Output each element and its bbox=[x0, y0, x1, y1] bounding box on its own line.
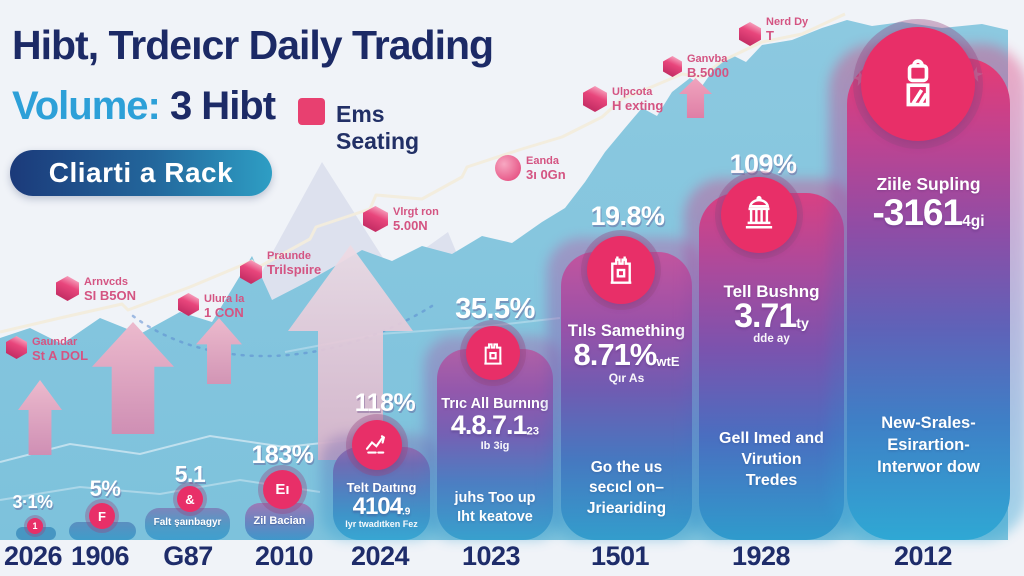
dot-icon: 1 bbox=[27, 518, 43, 534]
legend-label: Ems Seating bbox=[336, 101, 420, 154]
cube-icon bbox=[178, 293, 199, 316]
bar-label: Falt şaınbagyr bbox=[153, 517, 222, 528]
badge-label: Ulpcota bbox=[612, 86, 653, 98]
percent-label: 3·1% bbox=[12, 492, 53, 512]
bar-title: Tıls Samething bbox=[567, 322, 686, 340]
badge-gaundar: Gaundar St A DOL bbox=[6, 336, 88, 364]
bar-subtext: Qır As bbox=[608, 371, 645, 385]
percent-label: 35.5% bbox=[455, 293, 535, 325]
fort-icon bbox=[587, 236, 655, 304]
axis-label-2024: 2024 bbox=[350, 541, 410, 571]
bar-footer: Go the us secıcl on– Jrieariding bbox=[586, 459, 667, 517]
legend-swatch bbox=[298, 98, 325, 125]
cube-icon bbox=[6, 336, 27, 359]
badge-label: Vlrgt ron bbox=[393, 206, 439, 218]
bar-subtext: Ib 3ig bbox=[480, 440, 510, 452]
percent-label: 118% bbox=[354, 389, 416, 417]
badge-label: Nerd Dy bbox=[766, 16, 809, 28]
badge-nerd-dy: Nerd Dy T bbox=[739, 16, 808, 46]
bar-footer: juhs Too up Iht keatove bbox=[454, 490, 536, 526]
title-rest: 3 Hibt bbox=[159, 84, 276, 128]
badge-label: Gaundar bbox=[32, 336, 78, 348]
bar-title: Trıc All Burnıng bbox=[441, 396, 549, 412]
badge-vlrgt: Vlrgt ron 5.00N bbox=[363, 206, 439, 234]
squiggle-icon: Eı bbox=[263, 470, 302, 509]
scribble-icon bbox=[352, 420, 402, 470]
axis-label-2026: 2026 bbox=[3, 541, 63, 571]
bar-2010 bbox=[245, 503, 314, 540]
percent-label: 183% bbox=[251, 441, 314, 469]
bar-label: Zil Bacian bbox=[253, 515, 306, 527]
percent-label: 109% bbox=[729, 149, 797, 179]
badge-eanda: Eanda 3ı 0Gn bbox=[495, 155, 566, 183]
badge-value: Trilspıire bbox=[267, 261, 322, 277]
badge-label: Ulura la bbox=[204, 293, 245, 305]
bar-footer: Gell Imed and Virution Tredes bbox=[719, 430, 824, 490]
bar-subtext: Iyr twadıtken Fez bbox=[345, 519, 418, 529]
badge-value: 5.00N bbox=[393, 217, 428, 233]
bar-1023 bbox=[437, 349, 553, 540]
badge-value: B.5000 bbox=[687, 64, 729, 80]
bar-value: 4.8.7.123 bbox=[450, 410, 540, 440]
bar-footer: New-Srales- Esirartion- Interwor dow bbox=[877, 414, 980, 476]
bar-title: Telt Daıtıng bbox=[346, 480, 417, 495]
badge-value: H exting bbox=[612, 97, 664, 113]
badge-ganvba: Ganvba B.5000 bbox=[663, 53, 729, 81]
badge-label: Arnvcds bbox=[84, 276, 129, 288]
badge-label: Ganvba bbox=[687, 53, 728, 65]
subtitle-pill: Cliarti a Rack bbox=[10, 150, 272, 196]
badge-value: 3ı 0Gn bbox=[526, 166, 566, 182]
badge-ulura: Ulura la 1 CON bbox=[178, 293, 244, 321]
axis-label-g87: G87 bbox=[163, 541, 213, 571]
title-accent: Volume: bbox=[12, 84, 161, 128]
bar-value: -31614gi bbox=[872, 192, 985, 233]
page-title-line2: Volume: 3 Hibt bbox=[12, 84, 612, 129]
bar-subtext: dde ay bbox=[753, 333, 790, 345]
ampersand-icon: & bbox=[177, 486, 203, 512]
bar-value: 4104.9 bbox=[352, 493, 411, 520]
axis-label-2010: 2010 bbox=[254, 541, 314, 571]
badge-value: 1 CON bbox=[204, 304, 244, 320]
axis-label-1906: 1906 bbox=[70, 541, 130, 571]
cube-icon bbox=[56, 276, 79, 301]
bar-g87 bbox=[145, 508, 230, 540]
trend-line bbox=[0, 12, 846, 334]
bag-icon bbox=[861, 27, 975, 141]
badge-arnvcds: Arnvcds SI B5ON bbox=[56, 276, 136, 304]
badge-label: Praunde bbox=[267, 250, 312, 262]
round-pink-icon bbox=[495, 155, 521, 181]
percent-label: 19.8% bbox=[590, 201, 665, 231]
bar-title: Tell Bushng bbox=[723, 282, 820, 301]
badge-value: St A DOL bbox=[32, 347, 89, 363]
axis-label-2012: 2012 bbox=[893, 541, 953, 571]
castle-icon bbox=[466, 326, 520, 380]
bar-value: 3.71ty bbox=[734, 297, 809, 335]
cube-icon bbox=[739, 22, 761, 46]
badge-praunde: Praunde Trilspıire bbox=[240, 250, 321, 284]
bar-value: 8.71%wtE bbox=[573, 337, 680, 372]
badge-value: T bbox=[766, 27, 774, 43]
bank-icon bbox=[721, 177, 797, 253]
badge-label: Eanda bbox=[526, 155, 560, 167]
bar-title: Ziile Supling bbox=[876, 174, 981, 194]
percent-label: 5.1 bbox=[174, 461, 206, 487]
axis-label-1928: 1928 bbox=[731, 541, 791, 571]
axis-label-1501: 1501 bbox=[590, 541, 650, 571]
dashed-arc bbox=[131, 304, 434, 358]
cube-icon bbox=[663, 56, 682, 77]
axis-label-1023: 1023 bbox=[461, 541, 521, 571]
page-title-line1: Hibt, Trdeıcr Daily Trading bbox=[12, 22, 494, 68]
percent-label: 5% bbox=[89, 476, 121, 501]
badge-ulpcota: Ulpcota H exting bbox=[583, 86, 663, 114]
bar-1906 bbox=[69, 522, 136, 540]
cube-icon bbox=[240, 260, 262, 284]
badge-value: SI B5ON bbox=[84, 287, 137, 303]
letter-f-icon: F bbox=[89, 503, 115, 529]
